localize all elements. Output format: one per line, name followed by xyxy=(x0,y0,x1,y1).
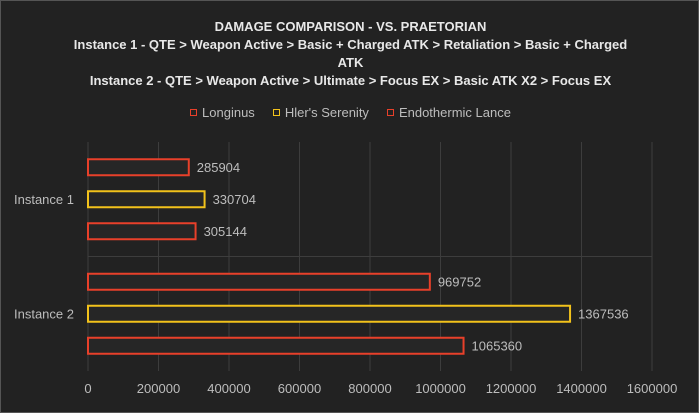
title-line-1: DAMAGE COMPARISON - VS. PRAETORIAN xyxy=(214,19,487,34)
chart-legend: Longinus Hler's Serenity Endothermic Lan… xyxy=(1,105,699,120)
x-tick-label: 0 xyxy=(84,381,91,396)
bar xyxy=(87,336,465,355)
legend-item-endothermic-lance: Endothermic Lance xyxy=(386,105,511,120)
legend-label-endothermic-lance: Endothermic Lance xyxy=(398,105,511,120)
x-tick-label: 1400000 xyxy=(556,381,607,396)
data-label: 1367536 xyxy=(578,306,629,321)
category-label: Instance 1 xyxy=(14,192,74,207)
title-line-2: Instance 1 - QTE > Weapon Active > Basic… xyxy=(73,37,628,52)
legend-label-hlers-serenity: Hler's Serenity xyxy=(284,105,369,120)
data-label: 285904 xyxy=(197,160,240,175)
data-label: 305144 xyxy=(204,224,247,239)
chart-title: DAMAGE COMPARISON - VS. PRAETORIAN Insta… xyxy=(1,18,699,90)
bar xyxy=(87,190,206,209)
bar xyxy=(87,222,197,241)
legend-swatch-endothermic-lance xyxy=(386,109,394,116)
x-tick-label: 1600000 xyxy=(627,381,678,396)
bar xyxy=(87,304,572,323)
legend-label-longinus: Longinus xyxy=(202,105,255,120)
bar xyxy=(87,158,190,177)
x-tick-label: 600000 xyxy=(278,381,321,396)
legend-item-longinus: Longinus xyxy=(190,105,255,120)
data-label: 330704 xyxy=(213,192,256,207)
title-line-4: Instance 2 - QTE > Weapon Active > Ultim… xyxy=(89,73,612,88)
x-tick-label: 400000 xyxy=(207,381,250,396)
data-label: 969752 xyxy=(438,274,481,289)
title-line-3: ATK xyxy=(337,55,364,70)
data-label: 1065360 xyxy=(472,338,523,353)
x-tick-label: 1000000 xyxy=(415,381,466,396)
x-tick-label: 800000 xyxy=(348,381,391,396)
legend-item-hlers-serenity: Hler's Serenity xyxy=(272,105,369,120)
x-tick-label: 1200000 xyxy=(486,381,537,396)
category-label: Instance 2 xyxy=(14,306,74,321)
x-tick-label: 200000 xyxy=(137,381,180,396)
legend-swatch-hlers-serenity xyxy=(272,109,280,116)
legend-swatch-longinus xyxy=(190,109,198,116)
bar xyxy=(87,272,431,291)
